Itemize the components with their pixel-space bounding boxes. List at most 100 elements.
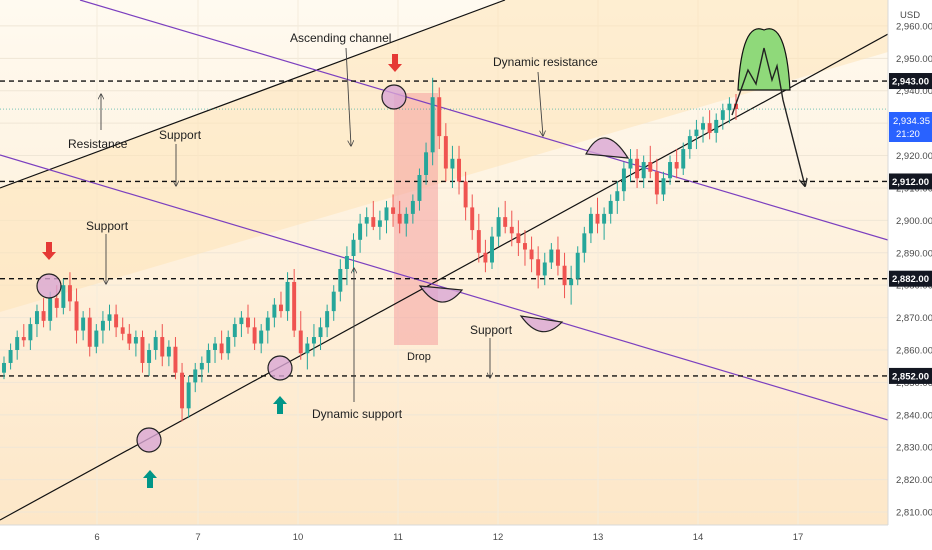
candle <box>160 324 165 367</box>
time-axis[interactable] <box>0 526 888 550</box>
candle-body <box>213 343 218 350</box>
candle-body <box>641 162 646 179</box>
candle-body <box>278 304 283 312</box>
candle-body <box>503 217 508 227</box>
candle <box>166 340 171 367</box>
candle-body <box>410 200 415 214</box>
candle <box>338 259 343 302</box>
candle-body <box>595 213 600 224</box>
candle <box>668 155 673 185</box>
candle-body <box>87 317 92 347</box>
x-tick-label: 11 <box>393 532 403 543</box>
candle-body <box>226 337 231 354</box>
candle-countdown: 21:20 <box>896 129 920 140</box>
up-arrow-mid <box>273 396 287 414</box>
candle-body <box>140 337 145 363</box>
touch-arc-resistance <box>585 137 630 159</box>
candle <box>81 311 86 341</box>
label-drop: Drop <box>407 351 431 363</box>
candle-body <box>114 314 119 328</box>
candle <box>219 330 224 360</box>
candle <box>246 304 250 334</box>
candle <box>272 298 277 328</box>
candle-body <box>318 327 323 338</box>
candle <box>707 110 712 140</box>
candle <box>654 158 659 205</box>
candle-body <box>166 346 171 357</box>
candle-body <box>569 278 574 286</box>
candle-body <box>424 152 429 175</box>
candle-body <box>311 337 316 344</box>
candle <box>582 226 587 263</box>
candle <box>285 272 290 321</box>
label-support-top: Support <box>159 128 202 142</box>
candle <box>371 200 376 231</box>
candle-body <box>714 119 719 133</box>
candle-body <box>470 207 475 231</box>
candle-body <box>648 162 653 172</box>
candle <box>569 265 574 305</box>
candle-body <box>397 213 402 224</box>
candle <box>325 304 330 338</box>
candle <box>377 210 382 240</box>
candle <box>443 123 448 182</box>
candle-body <box>292 281 297 331</box>
y-tick-label: 2,830.00 <box>896 443 932 454</box>
candle-body <box>377 220 382 227</box>
y-tick-label: 2,900.00 <box>896 216 932 227</box>
label-ascending-channel: Ascending channel <box>290 31 391 45</box>
level-tag-box <box>889 73 932 90</box>
up-arrow-bottom <box>143 470 157 488</box>
candle <box>681 142 686 175</box>
touch-circle-mid <box>267 355 293 381</box>
candle-body <box>298 330 303 354</box>
candle <box>417 168 422 211</box>
label-support-left: Support <box>86 219 129 233</box>
candle <box>147 343 152 376</box>
level-tag-box <box>889 270 932 287</box>
candle <box>74 288 79 344</box>
level-tag-box <box>889 367 932 384</box>
candle <box>173 337 178 380</box>
pointer-dynamic-resistance <box>537 71 543 136</box>
candle <box>549 243 554 269</box>
annotation-labels: Ascending channel Dynamic resistance Res… <box>68 31 598 421</box>
candle-body <box>133 337 138 344</box>
touch-circle-left <box>36 273 62 299</box>
y-tick-label: 2,810.00 <box>896 508 932 519</box>
candle <box>450 145 455 188</box>
candle-body <box>232 324 237 338</box>
candle-body <box>54 298 59 308</box>
candle-body <box>674 162 679 169</box>
candle-body <box>437 97 442 137</box>
candle <box>457 145 462 195</box>
candle <box>555 236 560 276</box>
candle-body <box>707 123 712 133</box>
candle <box>127 324 132 350</box>
candle-body <box>384 207 389 221</box>
candle-body <box>549 249 554 263</box>
candle <box>661 171 666 201</box>
candle-body <box>67 285 72 302</box>
candle-body <box>325 311 330 328</box>
y-tick-label: 2,940.00 <box>896 86 932 97</box>
candle-body <box>635 158 640 179</box>
current-price-box <box>889 112 932 142</box>
level-tag-box <box>889 173 932 190</box>
signal-arrows <box>42 54 402 488</box>
candle <box>470 194 475 240</box>
candle <box>364 207 369 237</box>
down-arrow-top <box>388 54 402 72</box>
candle <box>28 317 33 350</box>
candle-body <box>193 369 198 383</box>
candle <box>153 330 158 360</box>
candle-body <box>496 217 501 237</box>
label-dynamic-resistance: Dynamic resistance <box>493 55 598 69</box>
y-tick-label: 2,860.00 <box>896 346 932 357</box>
candle <box>358 213 363 253</box>
candle-body <box>259 330 264 344</box>
candle-body <box>694 129 699 137</box>
candle-body <box>21 337 26 341</box>
label-dynamic-support: Dynamic support <box>312 407 403 421</box>
